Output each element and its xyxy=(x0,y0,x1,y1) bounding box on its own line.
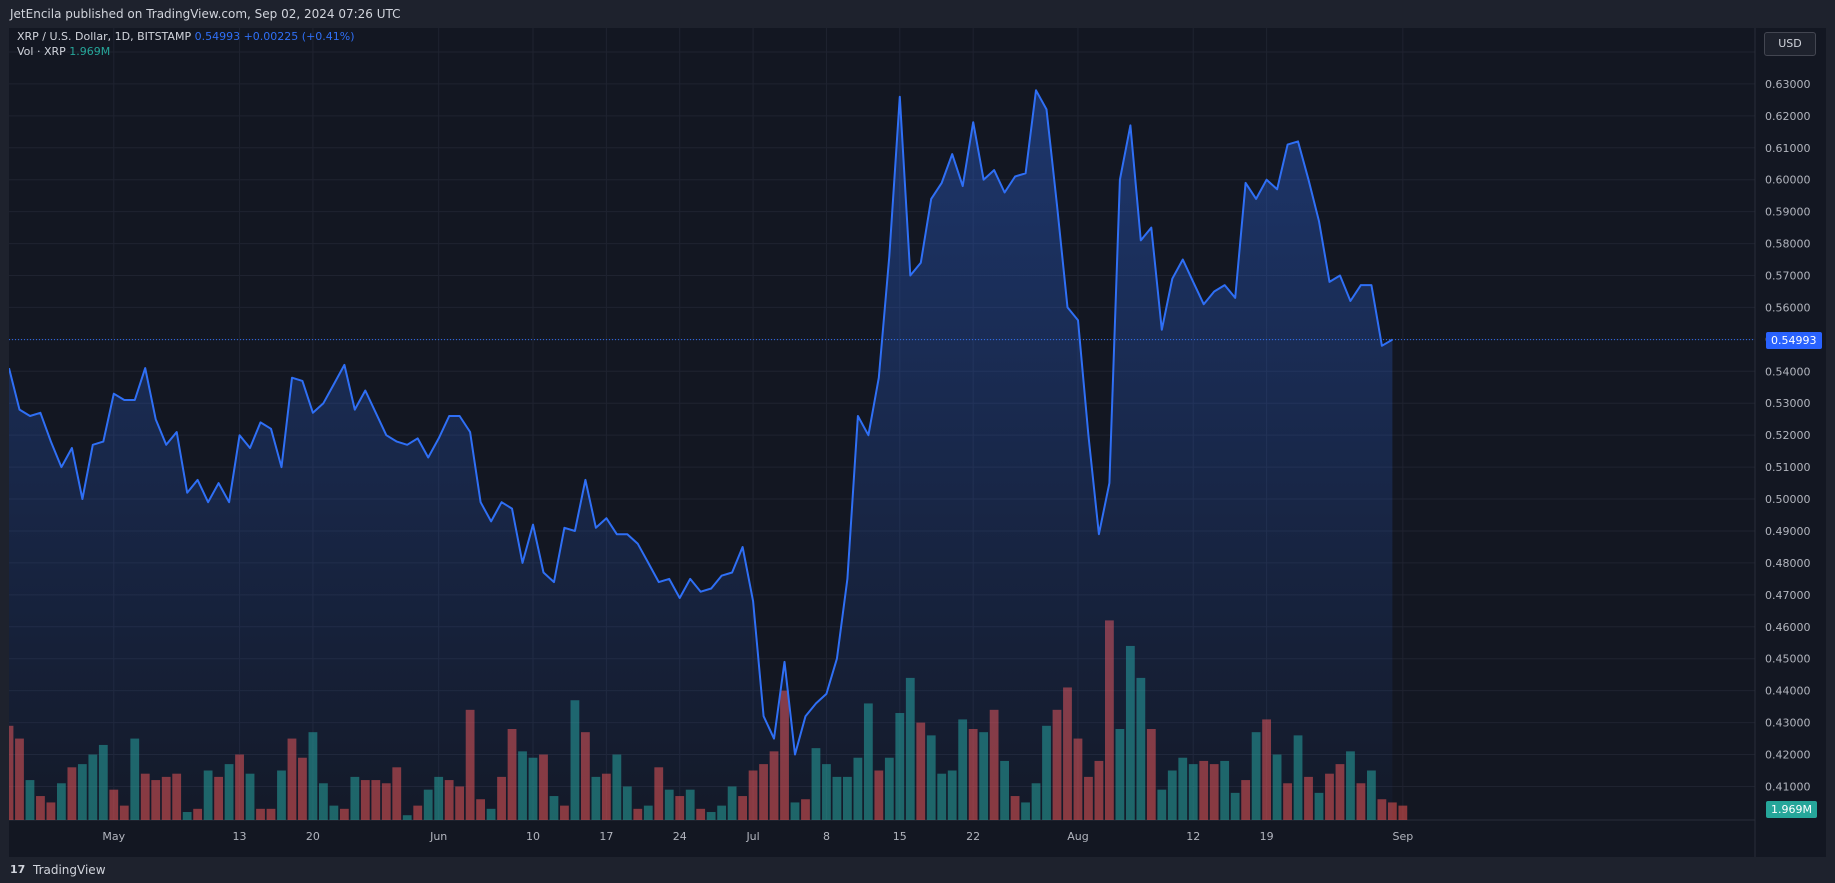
price-line xyxy=(9,89,1393,756)
y-tick-label: 0.44000 xyxy=(1765,685,1811,698)
y-tick-label: 0.53000 xyxy=(1765,397,1811,410)
tradingview-logo-icon: 17 xyxy=(10,863,26,876)
x-tick-label: Jul xyxy=(745,830,759,843)
x-tick-label: 24 xyxy=(673,830,687,843)
volume-legend[interactable]: Vol · XRP 1.969M xyxy=(17,45,110,58)
y-tick-label: 0.57000 xyxy=(1765,270,1811,283)
publish-header: JetEncila published on TradingView.com, … xyxy=(0,0,1835,28)
x-tick-label: 17 xyxy=(599,830,613,843)
price-axis-tag: 0.54993 xyxy=(1766,331,1822,349)
x-tick-label: 10 xyxy=(526,830,540,843)
x-tick-label: 19 xyxy=(1260,830,1274,843)
x-tick-label: 22 xyxy=(966,830,980,843)
volume-title: Vol · XRP xyxy=(17,45,66,58)
y-tick-label: 0.49000 xyxy=(1765,525,1811,538)
y-tick-label: 0.58000 xyxy=(1765,238,1811,251)
y-tick-label: 0.61000 xyxy=(1765,142,1811,155)
y-tick-label: 0.41000 xyxy=(1765,780,1811,793)
last-price: 0.54993 xyxy=(194,30,241,43)
volume-axis-tag: 1.969M xyxy=(1766,801,1817,818)
y-tick-label: 0.60000 xyxy=(1765,174,1811,187)
x-tick-label: Sep xyxy=(1392,830,1413,843)
y-tick-label: 0.45000 xyxy=(1765,653,1811,666)
y-tick-label: 0.48000 xyxy=(1765,557,1811,570)
x-tick-label: 15 xyxy=(893,830,907,843)
y-tick-label: 0.56000 xyxy=(1765,301,1811,314)
y-tick-label: 0.51000 xyxy=(1765,461,1811,474)
symbol-title: XRP / U.S. Dollar, 1D, BITSTAMP xyxy=(17,30,192,43)
y-tick-label: 0.62000 xyxy=(1765,110,1811,123)
y-tick-label: 0.43000 xyxy=(1765,717,1811,730)
symbol-legend[interactable]: XRP / U.S. Dollar, 1D, BITSTAMP 0.54993 … xyxy=(17,30,355,43)
x-tick-label: 13 xyxy=(233,830,247,843)
y-tick-label: 0.46000 xyxy=(1765,621,1811,634)
volume-value: 1.969M xyxy=(69,45,111,58)
price-chart[interactable]: 0.640000.630000.620000.610000.600000.590… xyxy=(9,28,1826,857)
x-tick-label: 8 xyxy=(823,830,830,843)
y-tick-label: 0.52000 xyxy=(1765,429,1811,442)
x-tick-label: May xyxy=(102,830,125,843)
y-tick-label: 0.54000 xyxy=(1765,365,1811,378)
volume-bar xyxy=(1398,805,1408,820)
footer-brand: TradingView xyxy=(33,863,106,877)
y-tick-label: 0.59000 xyxy=(1765,206,1811,219)
y-tick-label: 0.63000 xyxy=(1765,78,1811,91)
currency-button[interactable]: USD xyxy=(1764,32,1816,56)
x-tick-label: Jun xyxy=(429,830,447,843)
x-tick-label: 20 xyxy=(306,830,320,843)
price-change: +0.00225 (+0.41%) xyxy=(243,30,355,43)
footer: 17 TradingView xyxy=(0,857,1835,883)
chart-area[interactable]: 0.640000.630000.620000.610000.600000.590… xyxy=(9,28,1826,857)
y-tick-label: 0.47000 xyxy=(1765,589,1811,602)
x-tick-label: Aug xyxy=(1067,830,1088,843)
price-area xyxy=(9,90,1393,821)
publish-info: JetEncila published on TradingView.com, … xyxy=(10,7,401,21)
y-tick-label: 0.42000 xyxy=(1765,749,1811,762)
y-tick-label: 0.50000 xyxy=(1765,493,1811,506)
x-tick-label: 12 xyxy=(1186,830,1200,843)
